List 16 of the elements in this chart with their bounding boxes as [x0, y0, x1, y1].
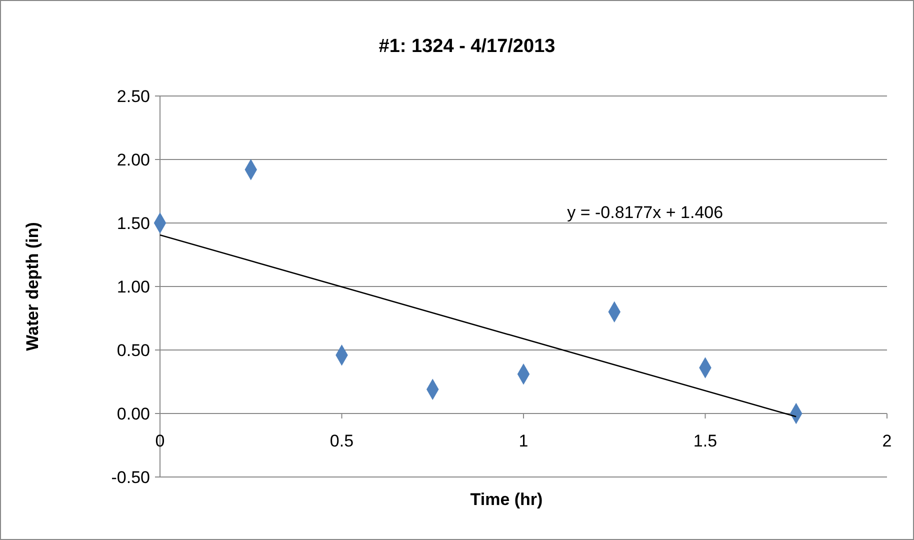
y-tick-label: 0.50 — [116, 340, 150, 360]
x-tick-label: 0.5 — [330, 432, 354, 450]
y-tick-label: 1.50 — [116, 214, 150, 233]
y-tick-label: 2.00 — [116, 150, 150, 170]
x-tick-label: 1.5 — [693, 432, 718, 450]
x-axis-title: Time (hr) — [470, 490, 543, 509]
y-tick-label: -0.50 — [111, 468, 150, 487]
annotation: y = -0.8177x + 1.406 — [567, 202, 724, 222]
y-tick-label: 0.00 — [116, 404, 150, 424]
chart-title: #1: 1324 - 4/17/2013 — [378, 36, 556, 57]
x-tick-label: 0 — [155, 432, 165, 450]
x-tick-label: 2 — [882, 432, 892, 450]
x-tick-label: 1 — [518, 432, 528, 450]
y-tick-label: 2.50 — [116, 86, 150, 106]
y-axis-title: Water depth (in) — [23, 222, 42, 351]
y-tick-label: 1.00 — [116, 277, 150, 296]
